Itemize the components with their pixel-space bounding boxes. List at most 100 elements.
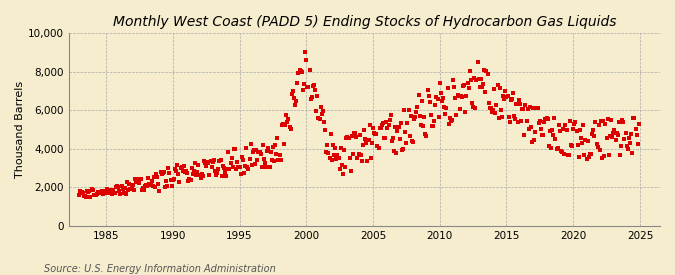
Point — [469, 76, 480, 81]
Point — [112, 184, 123, 188]
Point — [510, 117, 521, 121]
Point — [114, 189, 125, 194]
Point — [325, 132, 336, 136]
Point — [587, 132, 597, 136]
Point — [418, 115, 429, 119]
Point — [85, 194, 96, 199]
Point — [522, 106, 533, 111]
Point — [102, 187, 113, 191]
Point — [516, 119, 526, 123]
Point — [356, 158, 367, 163]
Point — [148, 175, 159, 180]
Point — [135, 176, 146, 181]
Point — [313, 116, 324, 120]
Point — [391, 151, 402, 155]
Point — [633, 122, 644, 126]
Point — [178, 169, 188, 173]
Point — [556, 149, 566, 153]
Point — [346, 169, 356, 174]
Point — [612, 131, 622, 135]
Point — [380, 135, 391, 140]
Point — [191, 173, 202, 177]
Point — [84, 189, 95, 194]
Point — [578, 122, 589, 127]
Point — [95, 191, 106, 196]
Point — [186, 166, 197, 170]
Point — [289, 95, 300, 100]
Point — [213, 166, 224, 171]
Point — [439, 104, 450, 109]
Point — [561, 128, 572, 132]
Point — [336, 163, 347, 167]
Point — [143, 176, 154, 180]
Point — [573, 155, 584, 159]
Point — [88, 192, 99, 197]
Point — [118, 191, 129, 195]
Point — [576, 136, 587, 140]
Point — [475, 85, 485, 90]
Point — [478, 82, 489, 86]
Point — [437, 99, 448, 104]
Point — [508, 91, 518, 95]
Point — [221, 174, 232, 178]
Point — [354, 133, 365, 137]
Point — [236, 155, 247, 160]
Point — [286, 127, 296, 131]
Point — [361, 141, 372, 145]
Point — [128, 183, 138, 188]
Point — [349, 131, 360, 135]
Point — [130, 177, 140, 181]
Point — [216, 174, 227, 178]
Point — [304, 67, 315, 72]
Point — [377, 120, 388, 125]
Point — [425, 100, 435, 104]
Point — [238, 158, 248, 163]
Point — [126, 184, 137, 188]
Point — [90, 193, 101, 197]
Point — [627, 151, 638, 155]
Point — [541, 116, 552, 120]
Point — [413, 92, 424, 97]
Point — [140, 183, 151, 188]
Point — [353, 152, 364, 156]
Point — [420, 132, 431, 136]
Point — [511, 102, 522, 106]
Point — [136, 187, 147, 192]
Point — [331, 156, 342, 161]
Point — [597, 156, 608, 160]
Point — [487, 110, 497, 114]
Point — [403, 108, 414, 112]
Point — [166, 184, 177, 188]
Point — [442, 86, 453, 90]
Point — [616, 144, 626, 148]
Point — [332, 153, 343, 158]
Point — [164, 171, 175, 176]
Point — [134, 181, 145, 185]
Point — [504, 119, 515, 124]
Point — [154, 188, 165, 193]
Point — [530, 129, 541, 134]
Point — [459, 82, 470, 87]
Point — [576, 141, 587, 145]
Point — [435, 91, 446, 95]
Point — [593, 123, 604, 127]
Point — [290, 103, 300, 108]
Point — [404, 134, 415, 139]
Point — [360, 136, 371, 141]
Point — [272, 136, 283, 140]
Point — [620, 130, 631, 135]
Point — [554, 128, 565, 133]
Point — [488, 108, 499, 112]
Point — [248, 150, 259, 155]
Point — [500, 89, 511, 93]
Point — [624, 140, 635, 145]
Point — [495, 108, 506, 112]
Point — [125, 187, 136, 191]
Point — [205, 159, 216, 163]
Point — [202, 160, 213, 164]
Point — [451, 113, 462, 117]
Point — [315, 104, 326, 109]
Point — [342, 134, 353, 139]
Point — [492, 83, 503, 87]
Point — [156, 172, 167, 176]
